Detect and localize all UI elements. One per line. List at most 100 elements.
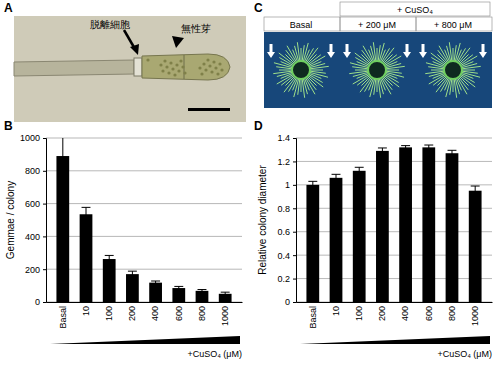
error-bar (332, 174, 341, 181)
tick-mark (293, 185, 296, 186)
granule (181, 65, 184, 68)
photo-panel: + CuSO₄Basal+ 200 μM+ 800 μM (264, 2, 492, 108)
granule (208, 64, 211, 67)
error-cap (448, 156, 457, 157)
error-cap (332, 181, 341, 182)
error-bar (401, 146, 410, 150)
error-cap (128, 277, 137, 278)
tick-label: 0.2 (277, 274, 290, 284)
tick: 400 (25, 232, 46, 242)
grid-line (296, 161, 492, 162)
granule (212, 60, 215, 63)
tick-label: 0.4 (277, 251, 290, 261)
abscission-cell (134, 58, 142, 76)
micrograph: 脱離細胞無性芽 (14, 16, 246, 122)
tick-label: 800 (25, 166, 40, 176)
error-stem (86, 207, 87, 221)
error-bar (424, 145, 433, 150)
colony-center (292, 61, 310, 79)
grid-line (296, 138, 492, 139)
error-cap (198, 289, 207, 290)
white-arrow (479, 44, 487, 58)
error-cap (401, 145, 410, 146)
tick-label: 1.4 (277, 133, 290, 143)
tick: 200 (25, 265, 46, 275)
panel-letter: D (254, 119, 263, 133)
tick: 0 (285, 297, 296, 307)
tick-label: 600 (174, 306, 184, 321)
colony-filament (461, 66, 481, 69)
error-bar (355, 167, 364, 174)
y-axis: 02004006008001000 (20, 133, 47, 307)
colony-filament (453, 48, 454, 62)
ramp (300, 336, 490, 344)
bar (306, 185, 319, 302)
colony-filament (425, 71, 445, 74)
tick-label: 400 (25, 232, 40, 242)
error-stem (475, 186, 476, 195)
tick: 0.6 (277, 227, 296, 237)
bar (126, 274, 139, 302)
bar (446, 153, 459, 302)
tick: 1000 (20, 133, 46, 143)
grid-line (46, 138, 242, 139)
error-stem (428, 145, 429, 150)
tick-mark (293, 302, 296, 303)
error-stem (451, 150, 452, 156)
error-cap (471, 195, 480, 196)
error-cap (448, 150, 457, 151)
bar (149, 283, 162, 302)
error-stem (405, 146, 406, 150)
tick: 600 (424, 302, 434, 321)
grid-line (296, 208, 492, 209)
white-arrow (267, 44, 275, 58)
tick-label: 10 (331, 306, 341, 316)
error-bar (151, 281, 160, 284)
grid-line (296, 231, 492, 232)
error-cap (82, 207, 91, 208)
granule (171, 67, 174, 70)
granule (163, 59, 166, 62)
photo (340, 32, 416, 108)
colony-filament (453, 78, 454, 92)
header-text: Basal (290, 20, 313, 30)
colony-filament (279, 70, 293, 71)
grid-line (46, 203, 242, 204)
bar-chart: 02004006008001000Basal101002004006008001… (5, 133, 243, 359)
error-cap (221, 292, 230, 293)
x-axis: Basal101002004006008001000 (297, 302, 493, 329)
colony-filament (297, 42, 300, 62)
bar (56, 156, 69, 302)
tick: 400 (150, 302, 160, 321)
grid-line (46, 170, 242, 171)
error-cap (58, 175, 67, 176)
tick: 10 (331, 302, 341, 316)
tick-label: 600 (424, 306, 434, 321)
error-cap (105, 262, 114, 263)
tick: Basal (58, 302, 68, 329)
header-text: + 200 μM (358, 20, 396, 30)
error-bar (308, 181, 317, 188)
granule (175, 63, 178, 66)
white-arrow (343, 44, 351, 58)
tick-label: 600 (25, 199, 40, 209)
error-bar (471, 186, 480, 195)
colony-filament (378, 78, 381, 98)
tick: 600 (174, 302, 184, 321)
error-cap (378, 153, 387, 154)
axis-line (43, 139, 47, 303)
arrow-head (130, 44, 139, 55)
colony-filament (301, 78, 302, 92)
photo (416, 32, 492, 108)
tick-label: 800 (447, 306, 457, 321)
colony-filament (309, 70, 323, 71)
bar (376, 151, 389, 302)
error-cap (198, 292, 207, 293)
gemma (142, 54, 230, 80)
error-bar (82, 207, 91, 221)
tick: 100 (104, 302, 114, 321)
tick-label: 100 (354, 306, 364, 321)
error-stem (62, 138, 63, 176)
tick-label: 1000 (220, 306, 230, 326)
header-text: + CuSO₄ (397, 5, 433, 15)
